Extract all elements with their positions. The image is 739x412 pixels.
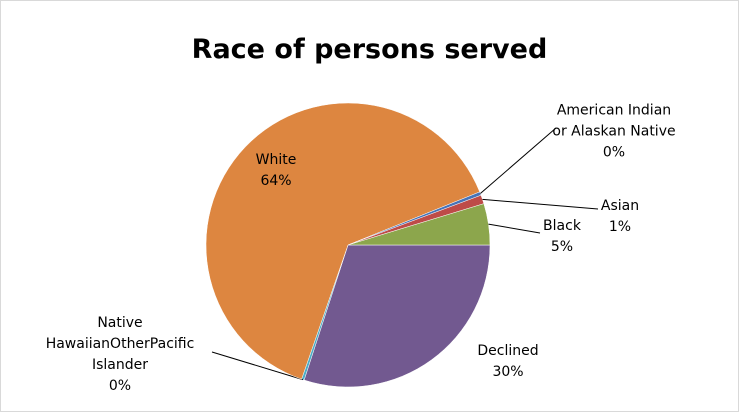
leader-line <box>482 198 599 210</box>
value-label: 5% <box>550 239 574 255</box>
slice-label: American Indian or Alaskan Native 0% <box>549 101 679 164</box>
category-label: Black <box>543 218 581 234</box>
slice-label: Declined 30% <box>463 341 553 383</box>
chart-title: Race of persons served <box>191 34 548 65</box>
leader-line <box>480 127 557 194</box>
value-label: 64% <box>260 173 292 189</box>
slice-label: Asian 1% <box>590 196 650 238</box>
category-label: American Indian or Alaskan Native <box>552 102 676 140</box>
slice-label: Native HawaiianOtherPacificIslander 0% <box>45 313 195 397</box>
category-label: Asian <box>600 198 640 214</box>
category-label: White <box>255 152 297 168</box>
value-label: 1% <box>608 219 632 235</box>
value-label: 30% <box>492 364 524 380</box>
value-label: 0% <box>108 378 132 394</box>
value-label: 0% <box>602 144 626 161</box>
leader-line <box>211 351 303 381</box>
category-label: Native HawaiianOtherPacificIslander <box>45 315 195 373</box>
pie-slice <box>303 244 491 388</box>
slice-label: Black 5% <box>532 216 592 258</box>
pie-slice <box>347 203 491 246</box>
slice-label: White 64% <box>236 150 316 192</box>
pie-slice <box>205 102 481 380</box>
leader-line <box>488 223 541 234</box>
category-label: Declined <box>477 343 539 359</box>
